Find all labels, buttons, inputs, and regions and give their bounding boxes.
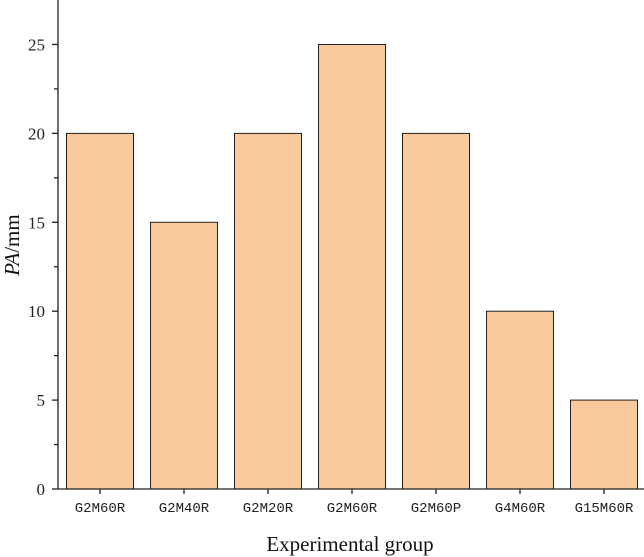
bar-5 (402, 132, 470, 490)
x-axis-ticks: G2M60R G2M40R G2M20R G2M60R G2M60P G4M60R G15M… (75, 489, 634, 517)
bar-4 (318, 44, 386, 490)
bar-6 (486, 310, 554, 490)
y-axis-title-symbol: PA (0, 253, 24, 277)
bar-1 (66, 132, 134, 490)
x-tick-label: G2M20R (243, 501, 294, 517)
y-tick-label: 25 (28, 35, 45, 54)
x-tick-label: G2M60R (327, 501, 378, 517)
bars (66, 44, 638, 490)
y-axis-ticks: 0 5 10 15 20 25 (28, 35, 58, 499)
y-tick-label: 15 (28, 213, 45, 232)
y-axis-title: PA/mm (0, 214, 24, 276)
y-tick-label: 5 (37, 391, 46, 410)
y-tick-label: 10 (28, 302, 45, 321)
y-axis-title-unit: /mm (0, 214, 24, 253)
x-tick-label: G2M60P (411, 501, 461, 517)
x-tick-label: G15M60R (575, 501, 634, 517)
x-tick-label: G4M60R (495, 501, 546, 517)
bar-2 (150, 221, 218, 490)
y-tick-label: 0 (37, 480, 46, 499)
bar-7 (570, 399, 638, 490)
x-tick-label: G2M40R (159, 501, 210, 517)
x-axis-title: Experimental group (266, 532, 433, 556)
x-tick-label: G2M60R (75, 501, 126, 517)
bar-3 (234, 132, 302, 490)
y-tick-label: 20 (28, 124, 45, 143)
